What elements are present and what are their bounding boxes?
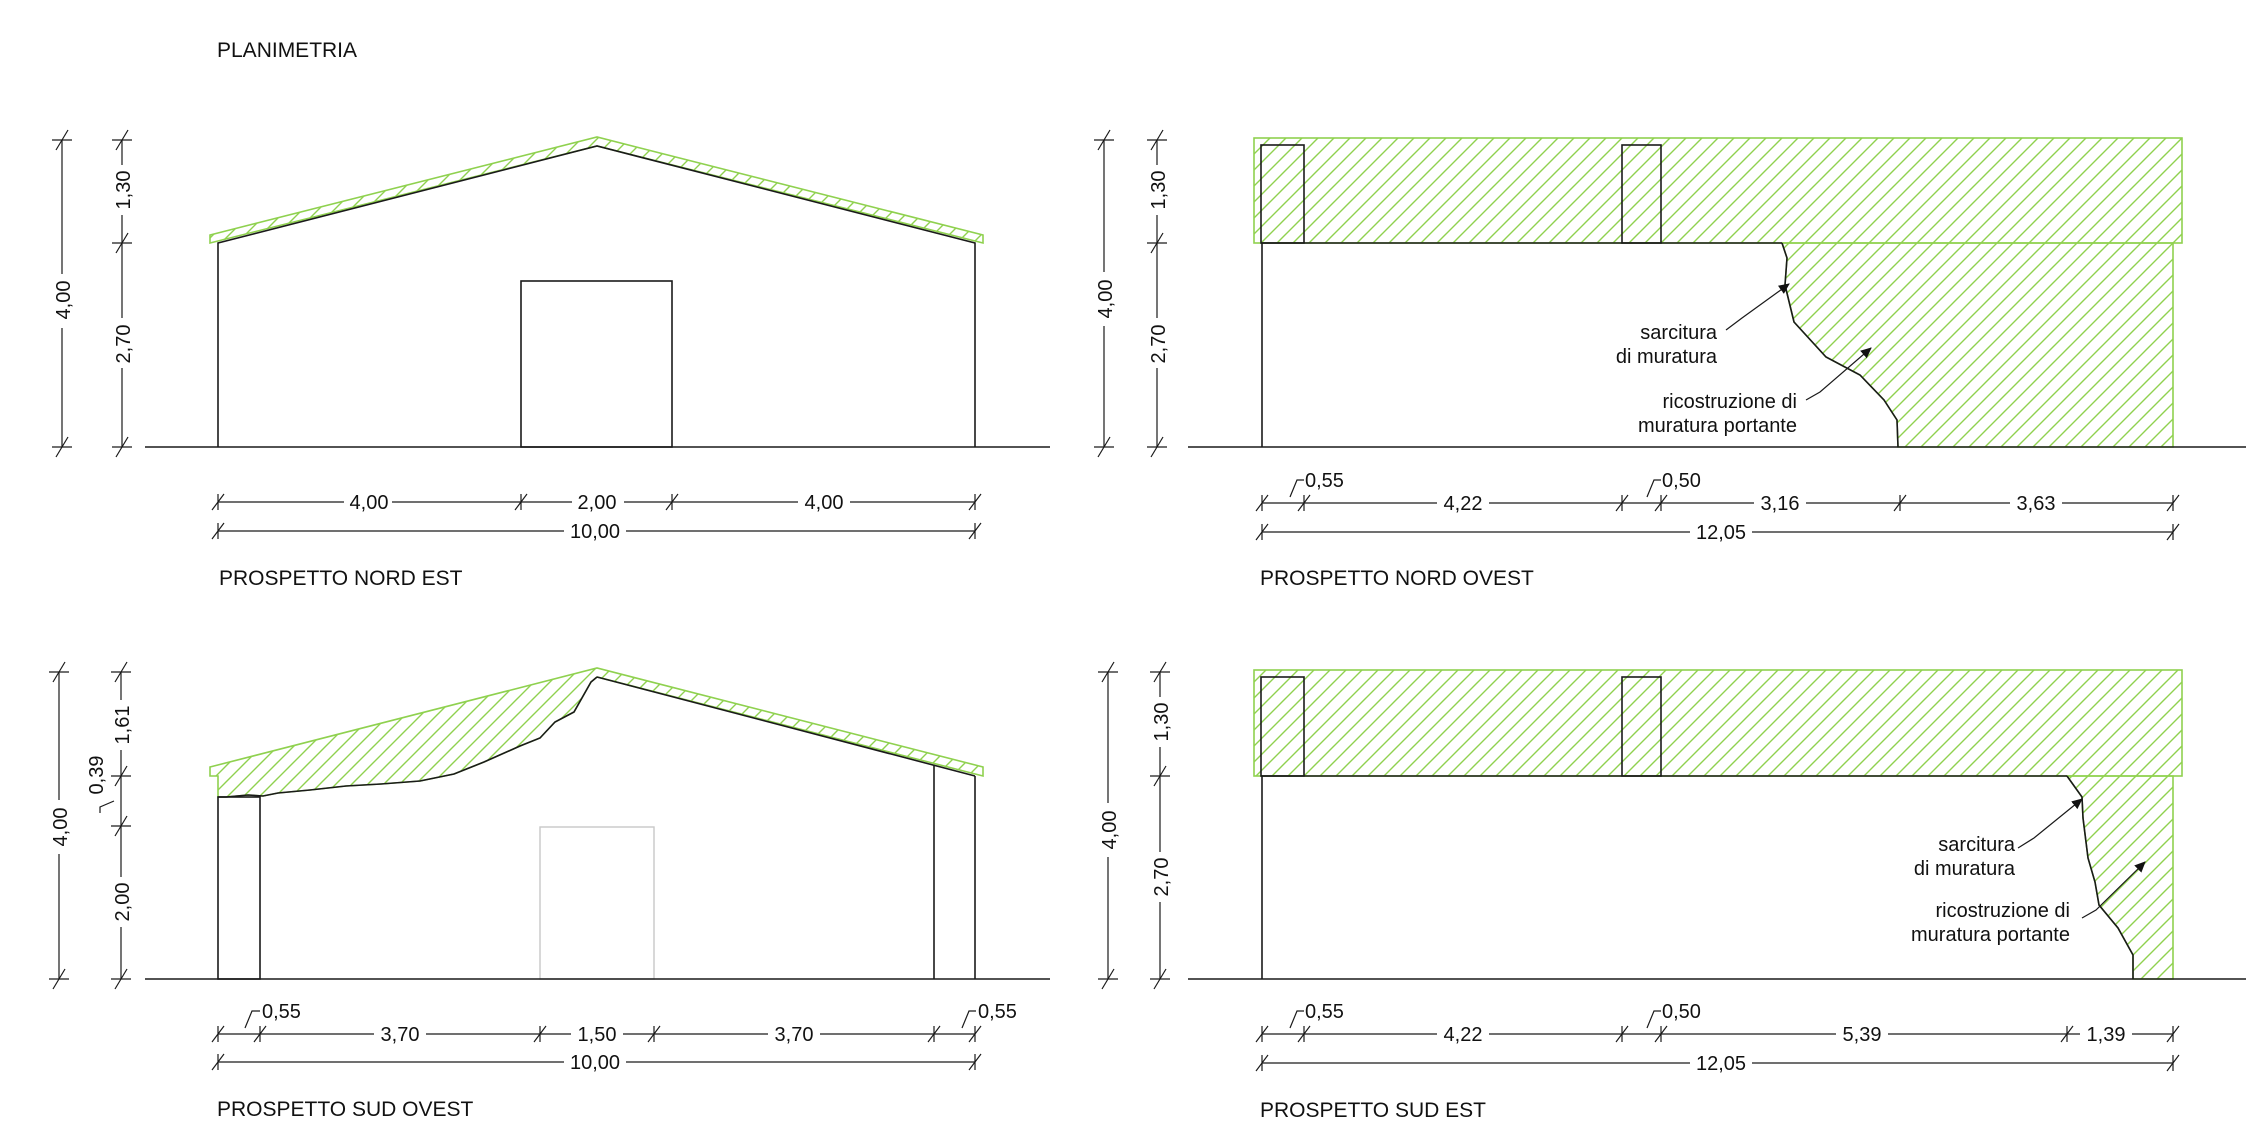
wall-outline [217, 145, 976, 447]
note-sarcitura-line2: di muratura [1914, 858, 2016, 880]
leader-arrow-sarcitura [1725, 283, 1790, 331]
dim-width-5: 0,55 [978, 1001, 1017, 1023]
note-ricostruzione-line1: ricostruzione di [1935, 900, 2070, 922]
elevation-title: PROSPETTO SUD OVEST [217, 1098, 473, 1121]
dim-width-2: 3,70 [381, 1024, 420, 1046]
dim-width-1: 0,55 [262, 1001, 301, 1023]
leader-arrow-ricostruzione [1805, 347, 1872, 401]
wall-outline [1261, 775, 2067, 979]
elevation-title: PROSPETTO NORD EST [219, 567, 463, 590]
note-sarcitura-line2: di muratura [1616, 346, 1718, 368]
page-title: PLANIMETRIA [217, 39, 357, 62]
dim-height-total: 4,00 [1099, 811, 1121, 850]
dim-height-total: 4,00 [1095, 280, 1117, 319]
dim-width-5: 1,39 [2087, 1024, 2126, 1046]
elevation-title: PROSPETTO NORD OVEST [1260, 567, 1534, 590]
dim-height-step: 0,39 [86, 756, 108, 795]
dim-width-4: 3,70 [775, 1024, 814, 1046]
dim-width-2: 4,22 [1444, 493, 1483, 515]
note-ricostruzione-line2: muratura portante [1911, 924, 2070, 946]
crack-line [1781, 242, 1899, 448]
elevation-sud-est: sarcitura di muratura ricostruzione di m… [1096, 661, 2246, 1122]
dim-width-total: 12,05 [1696, 1053, 1746, 1075]
roof-damage-hatch [209, 667, 984, 798]
pillar-left [217, 796, 261, 980]
roof-hatch-band [209, 136, 984, 245]
dim-width-1: 0,55 [1305, 1001, 1344, 1023]
leader-arrow-ricostruzione [2081, 861, 2146, 919]
dim-height-total: 4,00 [50, 808, 72, 847]
reconstruction-hatch [1780, 242, 2174, 448]
door [520, 280, 673, 448]
dim-height-wall: 2,00 [112, 883, 134, 922]
dim-width-3: 0,50 [1662, 470, 1701, 492]
ghost-door [539, 826, 655, 980]
dim-height-roof: 1,30 [1148, 171, 1170, 210]
dim-width-1: 4,00 [350, 492, 389, 514]
elevation-sud-ovest: 4,00 1,61 0,39 2,00 [47, 661, 1050, 1121]
dim-height-roof: 1,30 [113, 171, 135, 210]
dim-height-wall: 2,70 [1148, 325, 1170, 364]
dim-height-roof: 1,61 [112, 706, 134, 745]
note-sarcitura-line1: sarcitura [1640, 322, 1718, 344]
dim-width-1: 0,55 [1305, 470, 1344, 492]
dim-width-total: 10,00 [570, 521, 620, 543]
elevation-title: PROSPETTO SUD EST [1260, 1099, 1486, 1122]
dim-height-roof: 1,30 [1151, 703, 1173, 742]
dim-width-4: 3,16 [1761, 493, 1800, 515]
dim-height-wall: 2,70 [1151, 858, 1173, 897]
dim-height-total: 4,00 [53, 281, 75, 320]
note-ricostruzione-line1: ricostruzione di [1662, 391, 1797, 413]
dim-width-total: 12,05 [1696, 522, 1746, 544]
dim-width-2: 4,22 [1444, 1024, 1483, 1046]
note-ricostruzione-line2: muratura portante [1638, 415, 1797, 437]
roof-hatch-band [1253, 137, 2183, 244]
damage-line [218, 676, 598, 798]
dim-width-3: 0,50 [1662, 1001, 1701, 1023]
dim-height-wall: 2,70 [113, 325, 135, 364]
roof-slope-right [596, 676, 976, 777]
elevation-nord-est: 4,00 1,30 2,70 4,00 2,00 4,00 10 [50, 129, 1050, 590]
dim-width-4: 5,39 [1843, 1024, 1882, 1046]
dim-width-2: 2,00 [578, 492, 617, 514]
roof-hatch-band [1253, 669, 2183, 777]
leader-arrow-sarcitura [2017, 798, 2083, 849]
dim-width-5: 3,63 [2017, 493, 2056, 515]
dim-width-3: 1,50 [578, 1024, 617, 1046]
dim-width-total: 10,00 [570, 1052, 620, 1074]
wall-outline [1261, 242, 1782, 447]
dim-width-3: 4,00 [805, 492, 844, 514]
note-sarcitura-line1: sarcitura [1938, 834, 2016, 856]
elevation-nord-ovest: sarcitura di muratura ricostruzione di m… [1092, 129, 2246, 590]
